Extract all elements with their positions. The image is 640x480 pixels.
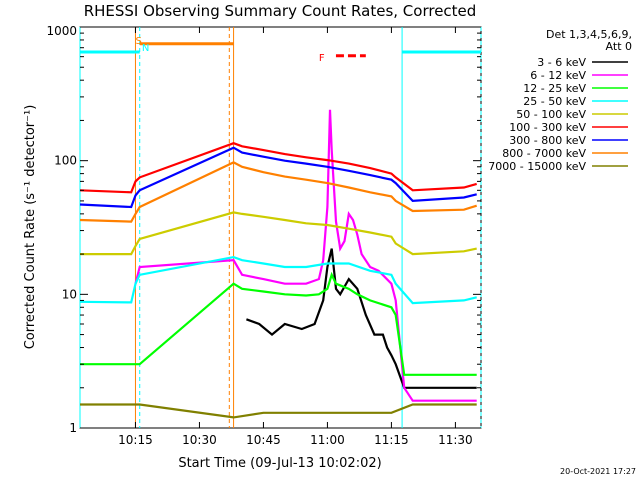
x-tick-label-2: 10:45 bbox=[246, 433, 281, 447]
legend-label-5: 100 - 300 keV bbox=[509, 121, 586, 134]
series-line-6 bbox=[79, 146, 477, 209]
legend-label-8: 7000 - 15000 keV bbox=[488, 160, 586, 173]
timestamp: 20-Oct-2021 17:27 bbox=[560, 467, 636, 476]
x-tick-label-5: 11:30 bbox=[438, 433, 473, 447]
series-lines bbox=[79, 109, 478, 419]
y-tick-label-2: 100 bbox=[54, 154, 77, 168]
y-tick-label-1: 10 bbox=[62, 287, 77, 301]
vertical-lines bbox=[79, 27, 482, 428]
legend-label-4: 50 - 100 keV bbox=[516, 108, 586, 121]
chart-title: RHESSI Observing Summary Count Rates, Co… bbox=[84, 2, 477, 20]
legend-label-1: 6 - 12 keV bbox=[530, 69, 586, 82]
series-line-4 bbox=[80, 211, 477, 256]
annotations: SN F bbox=[135, 36, 324, 64]
y-tick-label-0: 1 bbox=[69, 421, 77, 435]
annotation-S: S bbox=[135, 36, 141, 47]
x-axis-label: Start Time (09-Jul-13 10:02:02) bbox=[178, 456, 381, 471]
series-line-7 bbox=[79, 161, 478, 223]
series-line-5 bbox=[79, 142, 477, 194]
legend-header-line2: Att 0 bbox=[606, 40, 632, 53]
axis-ticks: 10:15 10:30 10:45 11:00 11:15 11:30 1 10 100 1000 bbox=[46, 24, 481, 447]
series-line-8 bbox=[80, 403, 477, 419]
y-axis-label: Corrected Count Rate (s⁻¹ detector⁻¹) bbox=[23, 105, 38, 350]
legend-label-7: 800 - 7000 keV bbox=[502, 147, 586, 160]
legend-label-0: 3 - 6 keV bbox=[537, 56, 586, 69]
series-line-3 bbox=[79, 255, 477, 305]
x-tick-label-3: 11:00 bbox=[310, 433, 345, 447]
annotation-N: N bbox=[142, 43, 149, 54]
x-tick-label-1: 10:30 bbox=[182, 433, 217, 447]
x-tick-label-0: 10:15 bbox=[118, 433, 153, 447]
legend-label-6: 300 - 800 keV bbox=[509, 134, 586, 147]
y-tick-label-3: 1000 bbox=[46, 24, 77, 38]
legend-label-2: 12 - 25 keV bbox=[523, 82, 586, 95]
x-tick-label-4: 11:15 bbox=[374, 433, 409, 447]
state-bars bbox=[80, 42, 481, 58]
legend-header-line1: Det 1,3,4,5,6,9, bbox=[546, 28, 632, 41]
legend-label-3: 25 - 50 keV bbox=[523, 95, 586, 108]
series-line-1 bbox=[134, 109, 477, 402]
series-line-0 bbox=[246, 248, 477, 389]
plot-frame bbox=[79, 26, 482, 429]
series-line-2 bbox=[80, 271, 477, 376]
annotation-F: F bbox=[319, 53, 325, 64]
